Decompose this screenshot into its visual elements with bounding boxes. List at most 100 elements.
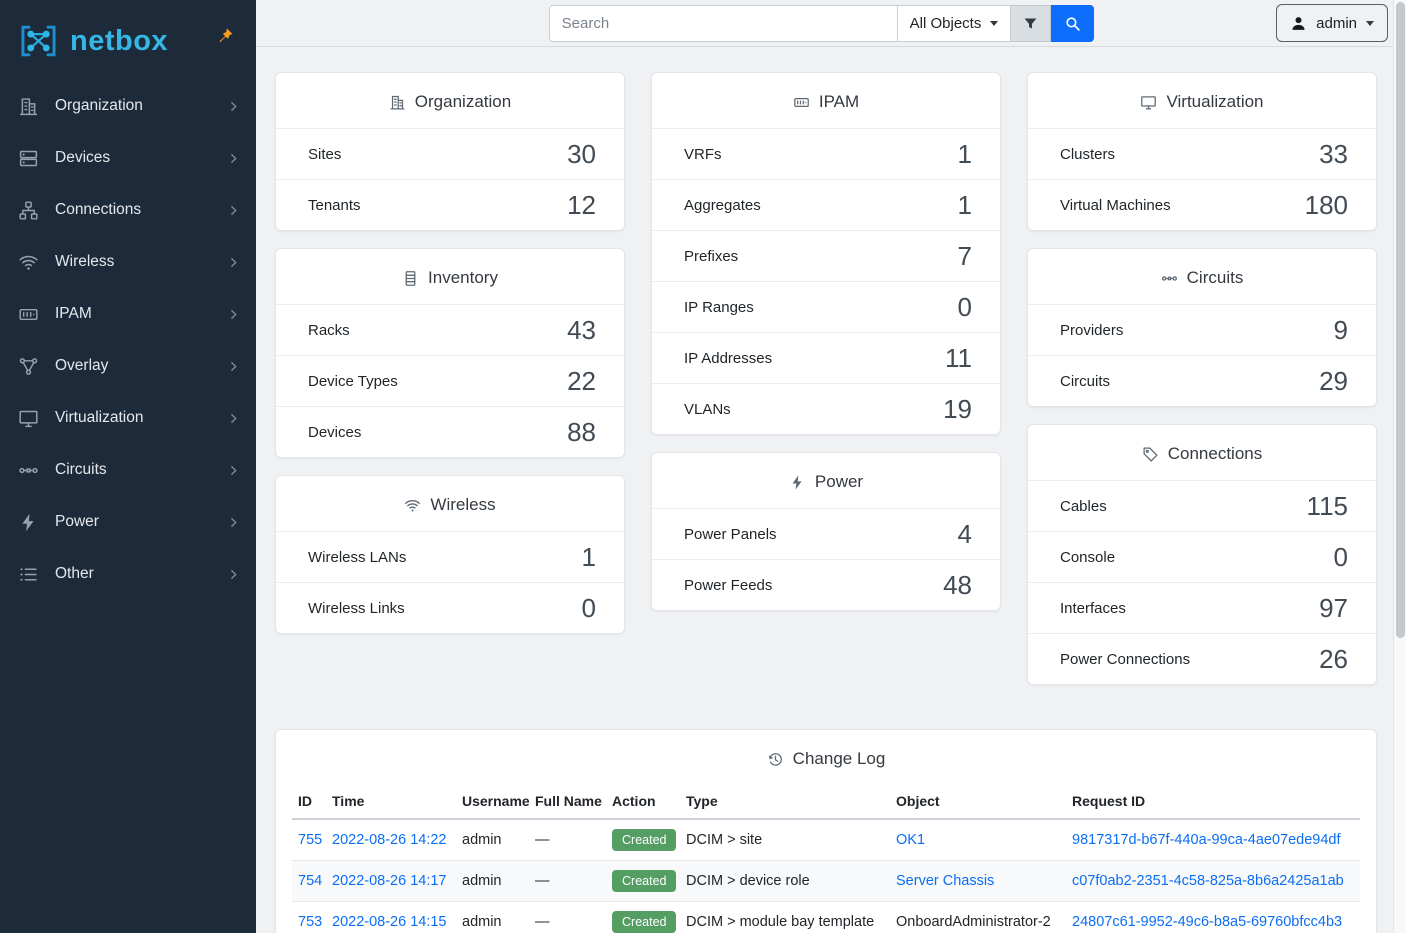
stat-row[interactable]: Aggregates 1 <box>652 179 1000 230</box>
sidebar-item-virtualization[interactable]: Virtualization <box>0 392 256 444</box>
sidebar-item-organization[interactable]: Organization <box>0 80 256 132</box>
stat-label[interactable]: Power Feeds <box>684 576 773 594</box>
stat-value[interactable]: 4 <box>957 518 972 549</box>
stat-row[interactable]: Power Panels 4 <box>652 508 1000 559</box>
stat-value[interactable]: 48 <box>943 569 972 600</box>
stat-row[interactable]: IP Ranges 0 <box>652 281 1000 332</box>
changelog-id-link[interactable]: 753 <box>298 914 323 930</box>
stat-value[interactable]: 1 <box>957 189 972 220</box>
stat-value[interactable]: 43 <box>567 314 596 345</box>
stat-row[interactable]: Tenants 12 <box>276 179 624 230</box>
stat-label[interactable]: Virtual Machines <box>1060 196 1171 214</box>
sidebar-item-devices[interactable]: Devices <box>0 132 256 184</box>
stat-value[interactable]: 11 <box>945 342 972 373</box>
stat-label[interactable]: Console <box>1060 548 1116 566</box>
sidebar-item-power[interactable]: Power <box>0 496 256 548</box>
stat-row[interactable]: Devices 88 <box>276 406 624 457</box>
changelog-time-link[interactable]: 2022-08-26 14:22 <box>332 832 447 848</box>
netbox-logo-icon[interactable] <box>16 22 61 60</box>
stat-label[interactable]: Power Connections <box>1060 650 1191 668</box>
stat-value[interactable]: 0 <box>581 592 596 623</box>
changelog-object[interactable]: OnboardAdministrator-2 <box>896 914 1051 930</box>
stat-label[interactable]: Providers <box>1060 321 1124 339</box>
stat-label[interactable]: Wireless LANs <box>308 548 407 566</box>
object-type-select[interactable]: All Objects <box>897 4 1012 42</box>
stat-label[interactable]: Circuits <box>1060 372 1111 390</box>
search-button[interactable] <box>1051 4 1095 42</box>
stat-value[interactable]: 0 <box>957 291 972 322</box>
stat-value[interactable]: 115 <box>1306 490 1348 521</box>
stat-value[interactable]: 1 <box>581 541 596 572</box>
stat-row[interactable]: Wireless Links 0 <box>276 582 624 633</box>
stat-label[interactable]: Clusters <box>1060 145 1116 163</box>
stat-row[interactable]: Racks 43 <box>276 304 624 355</box>
stat-label[interactable]: Cables <box>1060 497 1107 515</box>
scrollbar-thumb[interactable] <box>1396 2 1405 638</box>
sidebar-item-connections[interactable]: Connections <box>0 184 256 236</box>
stat-label[interactable]: Tenants <box>308 196 361 214</box>
stat-row[interactable]: Power Connections 26 <box>1028 633 1376 684</box>
stat-value[interactable]: 12 <box>567 189 596 220</box>
changelog-object[interactable]: OK1 <box>896 832 926 848</box>
stat-row[interactable]: Virtual Machines 180 <box>1028 179 1376 230</box>
stat-value[interactable]: 30 <box>567 138 596 169</box>
stat-value[interactable]: 180 <box>1304 189 1348 220</box>
stat-value[interactable]: 22 <box>567 365 596 396</box>
stat-row[interactable]: Circuits 29 <box>1028 355 1376 406</box>
changelog-id-link[interactable]: 755 <box>298 832 323 848</box>
changelog-time-link[interactable]: 2022-08-26 14:15 <box>332 914 447 930</box>
stat-label[interactable]: Power Panels <box>684 525 777 543</box>
stat-value[interactable]: 97 <box>1319 592 1348 623</box>
stat-value[interactable]: 7 <box>957 240 972 271</box>
changelog-time-link[interactable]: 2022-08-26 14:17 <box>332 873 447 889</box>
stat-row[interactable]: Wireless LANs 1 <box>276 531 624 582</box>
stat-label[interactable]: IP Ranges <box>684 298 754 316</box>
changelog-request-id-link[interactable]: 9817317d-b67f-440a-99ca-4ae07ede94df <box>1072 832 1341 848</box>
sidebar-item-overlay[interactable]: Overlay <box>0 340 256 392</box>
stat-row[interactable]: Power Feeds 48 <box>652 559 1000 610</box>
stat-row[interactable]: Device Types 22 <box>276 355 624 406</box>
brand-name[interactable]: netbox <box>70 24 169 57</box>
stat-row[interactable]: Console 0 <box>1028 531 1376 582</box>
sidebar-item-ipam[interactable]: IPAM <box>0 288 256 340</box>
stat-label[interactable]: Aggregates <box>684 196 761 214</box>
stat-label[interactable]: Racks <box>308 321 350 339</box>
stat-row[interactable]: Interfaces 97 <box>1028 582 1376 633</box>
stat-label[interactable]: Interfaces <box>1060 599 1126 617</box>
stat-row[interactable]: Sites 30 <box>276 128 624 179</box>
stat-label[interactable]: Devices <box>308 423 362 441</box>
sidebar-item-wireless[interactable]: Wireless <box>0 236 256 288</box>
stat-value[interactable]: 33 <box>1319 138 1348 169</box>
stat-row[interactable]: Cables 115 <box>1028 480 1376 531</box>
stat-label[interactable]: Sites <box>308 145 342 163</box>
changelog-object[interactable]: Server Chassis <box>896 873 995 889</box>
stat-value[interactable]: 88 <box>567 416 596 447</box>
changelog-id-link[interactable]: 754 <box>298 873 323 889</box>
stat-row[interactable]: Clusters 33 <box>1028 128 1376 179</box>
stat-value[interactable]: 1 <box>957 138 972 169</box>
sidebar-item-circuits[interactable]: Circuits <box>0 444 256 496</box>
stat-label[interactable]: Prefixes <box>684 247 739 265</box>
stat-value[interactable]: 0 <box>1333 541 1348 572</box>
stat-value[interactable]: 26 <box>1319 643 1348 674</box>
search-input[interactable] <box>548 4 898 42</box>
stat-label[interactable]: Wireless Links <box>308 599 405 617</box>
stat-row[interactable]: VRFs 1 <box>652 128 1000 179</box>
stat-value[interactable]: 29 <box>1319 365 1348 396</box>
filter-button[interactable] <box>1011 4 1052 42</box>
stat-value[interactable]: 9 <box>1333 314 1348 345</box>
stat-row[interactable]: VLANs 19 <box>652 383 1000 434</box>
changelog-request-id-link[interactable]: c07f0ab2-2351-4c58-825a-8b6a2425a1ab <box>1072 873 1344 889</box>
stat-row[interactable]: IP Addresses 11 <box>652 332 1000 383</box>
sidebar-item-other[interactable]: Other <box>0 548 256 600</box>
stat-value[interactable]: 19 <box>943 393 972 424</box>
stat-label[interactable]: Device Types <box>308 372 398 390</box>
stat-row[interactable]: Providers 9 <box>1028 304 1376 355</box>
pin-icon[interactable] <box>217 27 234 44</box>
page-scrollbar[interactable] <box>1393 0 1406 933</box>
stat-label[interactable]: VRFs <box>684 145 722 163</box>
stat-row[interactable]: Prefixes 7 <box>652 230 1000 281</box>
changelog-request-id-link[interactable]: 24807c61-9952-49c6-b8a5-69760bfcc4b3 <box>1072 914 1343 930</box>
user-menu-button[interactable]: admin <box>1276 4 1388 42</box>
stat-label[interactable]: IP Addresses <box>684 349 773 367</box>
